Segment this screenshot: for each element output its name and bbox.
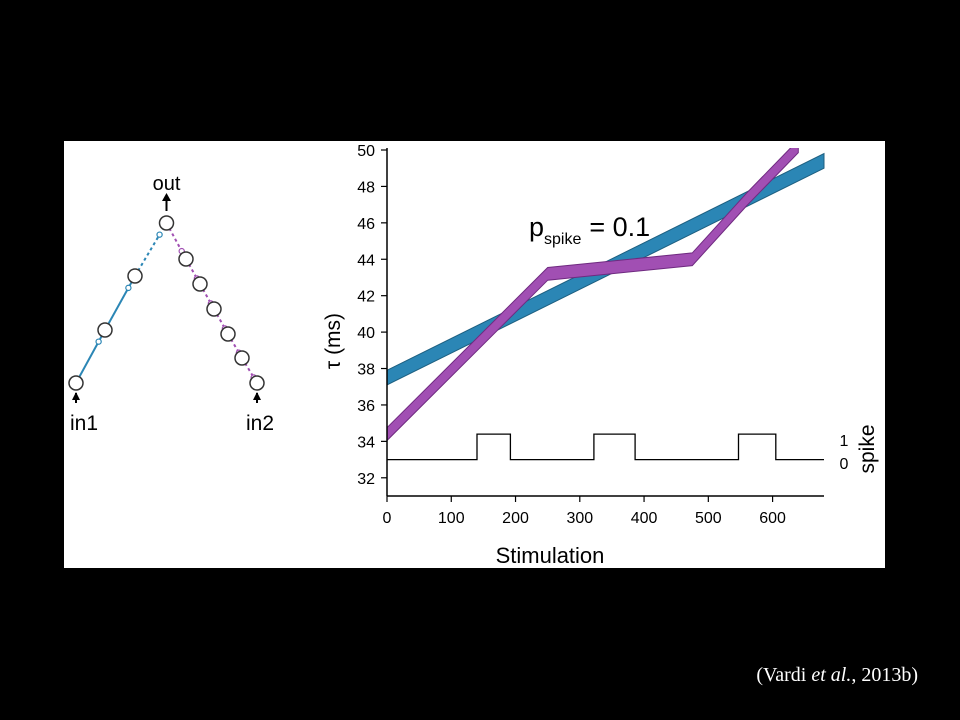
series-band-2: [387, 148, 799, 442]
synapse-marker: [95, 338, 102, 345]
synapse-marker: [125, 284, 132, 292]
neuron-node: [68, 375, 84, 391]
p-spike-annotation: pspike = 0.1: [529, 212, 650, 248]
x-tick-label: 600: [759, 510, 786, 527]
neuron-node: [234, 350, 250, 366]
synapse-marker: [156, 231, 163, 238]
out-arrow-icon: [162, 193, 171, 201]
y-tick-label: 44: [357, 252, 375, 269]
y-tick-label: 50: [357, 143, 375, 160]
right-branch-edge: [199, 283, 215, 310]
in1-arrow-icon: [72, 392, 80, 400]
in1-label: in1: [70, 412, 98, 435]
figure-panel: out in1 in2 32 34 36 38 40 42 44 46 48 50 0 100 200 3…: [64, 141, 885, 568]
x-tick-label: 100: [438, 510, 465, 527]
citation-rest: , 2013b): [851, 664, 918, 686]
y-tick-label: 40: [357, 325, 375, 342]
right-branch-edge: [213, 308, 229, 335]
x-tick-label: 300: [566, 510, 593, 527]
neuron-node: [97, 322, 113, 338]
y-tick-label: 42: [357, 289, 375, 306]
neuron-node: [127, 268, 143, 284]
neuron-node: [178, 251, 194, 267]
citation: (Vardi et al., 2013b): [756, 664, 918, 687]
y-axis-label: τ (ms): [322, 313, 345, 369]
annotation-subscript: spike: [544, 231, 581, 248]
in2-arrow-icon: [253, 392, 261, 400]
left-branch-edge: [134, 222, 168, 277]
neuron-node: [249, 375, 265, 391]
y-tick-label: 48: [357, 179, 375, 196]
x-tick-label: 200: [502, 510, 529, 527]
left-branch-edge: [75, 329, 106, 384]
x-axis-label: Stimulation: [496, 543, 605, 568]
spike-axis-label: spike: [856, 424, 879, 473]
neuron-node: [220, 326, 236, 342]
y-tick-label: 38: [357, 362, 375, 379]
citation-open: (Vardi: [756, 664, 812, 686]
network-diagram: out in1 in2: [68, 173, 274, 435]
right-branch-edge: [227, 333, 243, 359]
annotation-value: = 0.1: [589, 212, 650, 242]
x-tick-label: 500: [695, 510, 722, 527]
x-tick-label: 400: [631, 510, 658, 527]
spike-level-low-label: 0: [840, 456, 849, 473]
citation-et-al: et al.: [811, 664, 852, 686]
annotation-base: p: [529, 212, 544, 242]
y-tick-label: 36: [357, 398, 375, 415]
x-tick-label: 0: [383, 510, 392, 527]
y-tick-label: 46: [357, 216, 375, 233]
y-tick-label: 34: [357, 434, 375, 451]
spike-level-high-label: 1: [840, 433, 849, 450]
right-branch-edge: [185, 258, 201, 285]
spike-train-line: [387, 433, 824, 461]
neuron-node: [158, 215, 175, 231]
in2-label: in2: [246, 412, 274, 435]
neuron-node: [192, 276, 208, 292]
neuron-node: [206, 301, 222, 317]
y-tick-label: 32: [357, 471, 375, 488]
out-label: out: [153, 173, 181, 195]
left-branch-edge: [104, 275, 136, 331]
